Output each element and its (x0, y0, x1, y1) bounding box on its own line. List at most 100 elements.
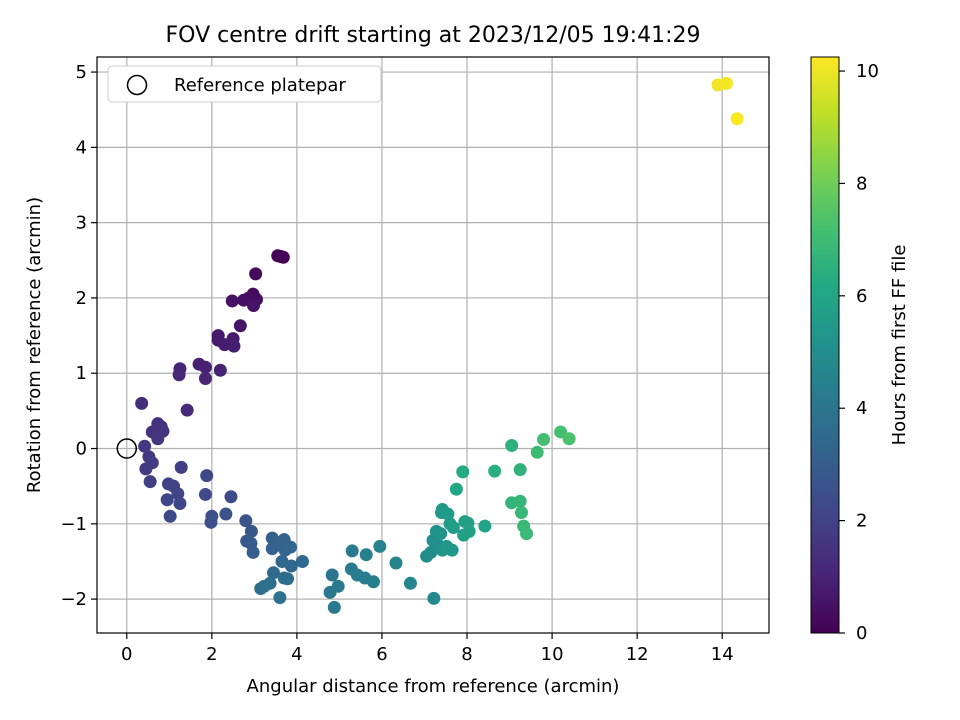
data-point (505, 439, 519, 453)
colorbar-gradient (810, 56, 840, 634)
data-point (219, 507, 233, 521)
colorbar-ticks: 0 2 4 6 8 10 (839, 61, 879, 644)
data-point (513, 463, 527, 477)
data-point (139, 462, 153, 476)
colorbar-tick-label: 2 (856, 511, 867, 532)
data-point (441, 507, 455, 521)
data-point (403, 576, 417, 590)
colorbar-tick-label: 0 (856, 623, 867, 644)
colorbar-tick-label: 10 (856, 61, 879, 82)
data-point (173, 496, 187, 510)
x-axis-label: Angular distance from reference (arcmin) (247, 676, 620, 697)
data-point (478, 519, 492, 533)
data-point (446, 521, 460, 535)
data-point (138, 439, 152, 453)
data-point (281, 572, 295, 586)
legend-marker-circle (126, 74, 148, 96)
y-tick-label: −1 (60, 514, 87, 535)
data-point (284, 559, 298, 573)
plot-area (96, 56, 770, 634)
data-point (151, 432, 165, 446)
data-point (456, 465, 470, 479)
y-tick-label: 3 (76, 213, 87, 234)
data-point (180, 403, 194, 417)
x-tick-label: 0 (121, 644, 132, 665)
data-point (366, 575, 380, 589)
reference-point (116, 438, 138, 459)
data-point (327, 600, 341, 614)
data-point (537, 432, 551, 446)
data-point (295, 554, 309, 568)
data-point (389, 556, 403, 570)
data-point (273, 591, 287, 605)
x-tick-label: 4 (291, 644, 302, 665)
y-tick-label: 0 (76, 439, 87, 460)
data-point (267, 566, 281, 580)
data-point (246, 545, 260, 559)
data-point (514, 506, 528, 520)
data-point (198, 360, 212, 374)
colorbar-tick-label: 8 (856, 173, 867, 194)
data-point (198, 372, 212, 386)
data-point (373, 539, 387, 553)
y-tick-label: −2 (60, 589, 87, 610)
data-point (427, 591, 441, 605)
data-point (160, 493, 174, 507)
x-tick-label: 10 (541, 644, 564, 665)
data-points (135, 76, 744, 614)
data-point (434, 527, 448, 541)
reference-marker (116, 438, 138, 459)
data-point (224, 490, 238, 504)
x-tick-label: 6 (376, 644, 387, 665)
data-point (198, 487, 212, 501)
x-tick-label: 8 (461, 644, 472, 665)
data-point (562, 432, 576, 446)
data-point (143, 475, 157, 489)
data-point (449, 482, 463, 496)
data-point (284, 540, 298, 554)
colorbar-label: Hours from first FF file (889, 245, 910, 446)
data-point (520, 527, 534, 541)
data-point (513, 494, 527, 508)
data-point (171, 487, 185, 501)
y-tick-label: 2 (76, 288, 87, 309)
data-point (345, 544, 359, 558)
data-point (530, 445, 544, 459)
data-point (213, 363, 227, 377)
y-tick-label: 1 (76, 363, 87, 384)
data-point (204, 515, 218, 529)
x-axis-ticks: 0 2 4 6 8 10 12 14 (121, 633, 734, 665)
data-point (276, 250, 290, 264)
x-tick-label: 2 (206, 644, 217, 665)
colorbar-tick-label: 4 (856, 398, 867, 419)
legend-box (107, 65, 382, 103)
data-point (488, 464, 502, 478)
data-point (227, 339, 241, 353)
data-point (445, 543, 459, 557)
data-point (233, 319, 247, 333)
data-point (331, 579, 345, 593)
data-point (730, 112, 744, 126)
legend-entry-reference: Reference platepar (174, 75, 346, 96)
data-point (172, 368, 186, 382)
data-point (247, 298, 261, 312)
colorbar: 0 2 4 6 8 10 Hours from first FF file (810, 56, 910, 644)
colorbar-tick-label: 6 (856, 286, 867, 307)
x-tick-label: 14 (711, 644, 734, 665)
data-point (237, 293, 251, 307)
data-point (244, 524, 258, 538)
data-point (257, 579, 271, 593)
data-point (325, 568, 339, 582)
chart-title: FOV centre drift starting at 2023/12/05 … (166, 23, 701, 48)
data-point (239, 514, 253, 528)
legend: Reference platepar (107, 65, 382, 103)
data-point (200, 469, 214, 483)
data-point (249, 267, 263, 281)
data-point (225, 294, 239, 308)
data-point (135, 396, 149, 410)
data-point (163, 509, 177, 523)
data-point (719, 76, 733, 90)
y-tick-label: 4 (76, 137, 87, 158)
data-point (174, 460, 188, 474)
